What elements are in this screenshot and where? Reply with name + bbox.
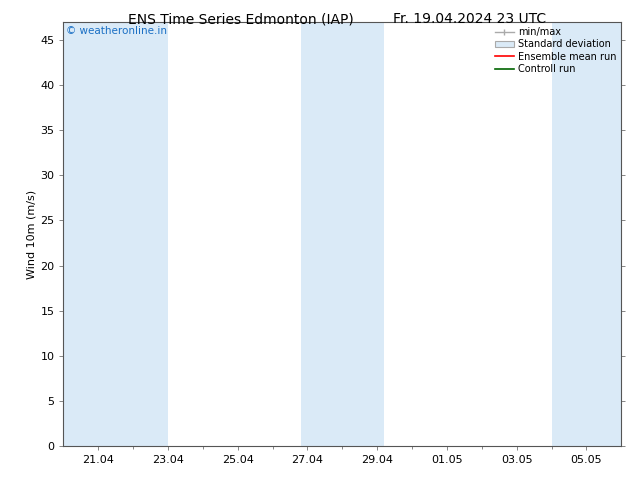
Text: © weatheronline.in: © weatheronline.in [66, 26, 167, 36]
Legend: min/max, Standard deviation, Ensemble mean run, Controll run: min/max, Standard deviation, Ensemble me… [492, 24, 619, 77]
Text: ENS Time Series Edmonton (IAP): ENS Time Series Edmonton (IAP) [128, 12, 354, 26]
Text: Fr. 19.04.2024 23 UTC: Fr. 19.04.2024 23 UTC [392, 12, 546, 26]
Bar [301, 22, 349, 446]
Bar [133, 22, 168, 446]
Bar [552, 22, 621, 446]
Bar [349, 22, 384, 446]
Y-axis label: Wind 10m (m/s): Wind 10m (m/s) [26, 190, 36, 278]
Bar [63, 22, 133, 446]
